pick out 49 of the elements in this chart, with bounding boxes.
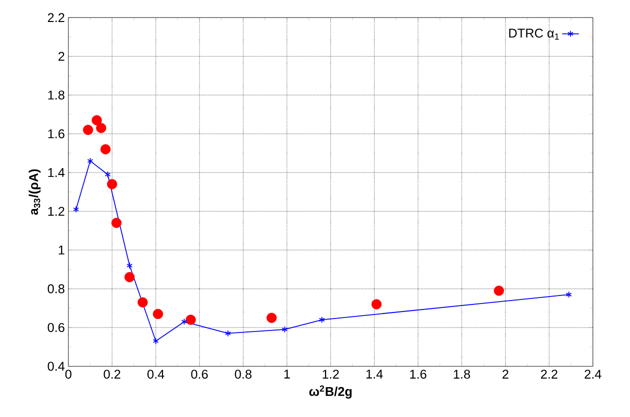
point [92, 115, 102, 126]
x-tick-label: 0.4 [147, 370, 164, 379]
point [186, 314, 196, 325]
point [282, 326, 288, 333]
y-tick-label: 1.8 [48, 90, 64, 100]
y-tick-label: 0.4 [48, 362, 65, 371]
y-tick-label: 1 [58, 246, 64, 254]
point [152, 308, 164, 320]
x-tick-label: 1 [284, 370, 290, 378]
point [111, 218, 122, 228]
y-tick-label: 1.4 [48, 168, 65, 177]
point [100, 144, 111, 154]
y-tick-label: 1.2 [48, 206, 64, 216]
point [107, 179, 118, 190]
point [224, 330, 231, 337]
x-tick-label: 0.8 [234, 370, 252, 379]
x-tick-label: 2.4 [584, 370, 602, 379]
point [152, 338, 159, 344]
point [494, 286, 504, 296]
point [96, 122, 106, 134]
text: a$_{33}$/(ρA) [28, 169, 41, 215]
y-tick-label: 0.8 [48, 284, 64, 294]
x-tick-label: 1.4 [366, 370, 383, 378]
x-tick-label: 0.6 [191, 370, 208, 379]
x-tick-label: 2 [502, 370, 508, 379]
point [104, 171, 111, 178]
x-tick-label: 1.6 [410, 370, 426, 379]
legend-label: DTRC α$_{1}$ [509, 28, 559, 40]
point [126, 262, 133, 269]
point [371, 299, 382, 310]
point [318, 316, 325, 324]
x-tick-label: 0 [65, 370, 72, 379]
x-tick-label: 0.2 [104, 370, 120, 379]
point [87, 158, 94, 164]
y-tick-label: 2 [58, 52, 64, 61]
text: ω$^{2}$B/2g [309, 385, 352, 399]
y-tick-label: 0.6 [48, 323, 64, 332]
point [181, 318, 188, 326]
point [566, 291, 572, 298]
x-tick-label: 1.2 [322, 370, 339, 379]
point [124, 272, 135, 282]
point [82, 124, 94, 135]
point [73, 206, 79, 213]
point [138, 297, 148, 308]
x-tick-label: 1.8 [454, 370, 470, 379]
point [266, 312, 277, 323]
y-tick-label: 2.2 [48, 13, 64, 22]
x-tick-label: 2.2 [540, 370, 558, 379]
y-tick-label: 1.6 [48, 129, 64, 138]
